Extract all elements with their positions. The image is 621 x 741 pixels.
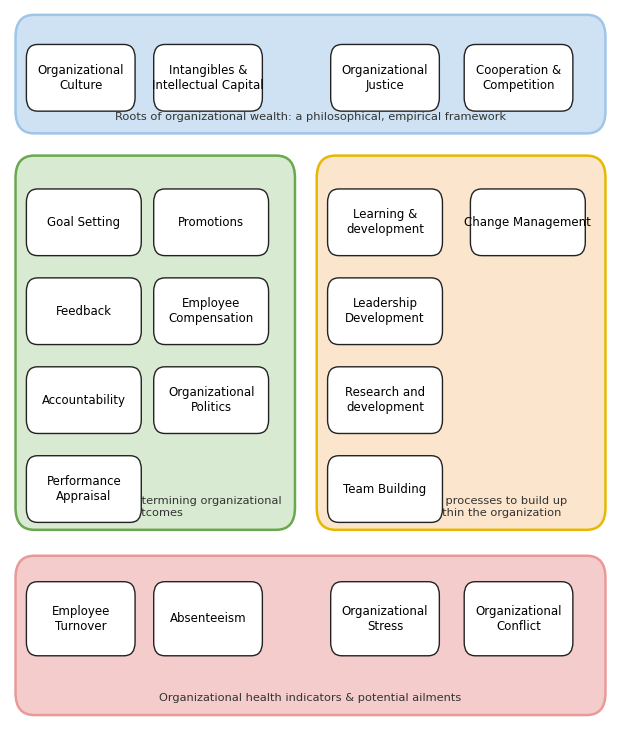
FancyBboxPatch shape xyxy=(154,189,268,256)
Text: Developmental processes to build up
momentum within the organization: Developmental processes to build up mome… xyxy=(355,496,567,518)
FancyBboxPatch shape xyxy=(154,44,262,111)
Text: Change Management: Change Management xyxy=(465,216,591,229)
FancyBboxPatch shape xyxy=(27,456,142,522)
FancyBboxPatch shape xyxy=(154,278,268,345)
Text: Intangibles &
Intellectual Capital: Intangibles & Intellectual Capital xyxy=(152,64,264,92)
Text: Organizational
Justice: Organizational Justice xyxy=(342,64,428,92)
Text: Learning &
development: Learning & development xyxy=(346,208,424,236)
FancyBboxPatch shape xyxy=(16,15,605,133)
FancyBboxPatch shape xyxy=(154,582,262,656)
FancyBboxPatch shape xyxy=(464,582,573,656)
FancyBboxPatch shape xyxy=(328,367,442,433)
FancyBboxPatch shape xyxy=(464,44,573,111)
Text: Roots of organizational wealth: a philosophical, empirical framework: Roots of organizational wealth: a philos… xyxy=(115,112,506,122)
FancyBboxPatch shape xyxy=(328,189,442,256)
FancyBboxPatch shape xyxy=(16,156,295,530)
Text: Organizational health indicators & potential ailments: Organizational health indicators & poten… xyxy=(160,694,461,703)
Text: Organizational
Politics: Organizational Politics xyxy=(168,386,255,414)
FancyBboxPatch shape xyxy=(27,278,142,345)
Text: Goal Setting: Goal Setting xyxy=(47,216,120,229)
FancyBboxPatch shape xyxy=(330,582,440,656)
FancyBboxPatch shape xyxy=(317,156,605,530)
FancyBboxPatch shape xyxy=(27,367,142,433)
Text: Promotions: Promotions xyxy=(178,216,244,229)
Text: Feedback: Feedback xyxy=(56,305,112,318)
FancyBboxPatch shape xyxy=(27,189,142,256)
FancyBboxPatch shape xyxy=(27,44,135,111)
FancyBboxPatch shape xyxy=(27,582,135,656)
Text: Performance
Appraisal: Performance Appraisal xyxy=(47,475,121,503)
Text: Employee
Compensation: Employee Compensation xyxy=(168,297,254,325)
Text: Leadership
Development: Leadership Development xyxy=(345,297,425,325)
FancyBboxPatch shape xyxy=(154,367,268,433)
Text: Accountability: Accountability xyxy=(42,393,126,407)
FancyBboxPatch shape xyxy=(328,278,442,345)
Text: Cooperation &
Competition: Cooperation & Competition xyxy=(476,64,561,92)
Text: Organizational
Stress: Organizational Stress xyxy=(342,605,428,633)
FancyBboxPatch shape xyxy=(328,456,442,522)
FancyBboxPatch shape xyxy=(330,44,440,111)
Text: Absenteeism: Absenteeism xyxy=(170,612,247,625)
Text: Organizational
Conflict: Organizational Conflict xyxy=(475,605,562,633)
Text: Employee
Turnover: Employee Turnover xyxy=(52,605,110,633)
Text: Organizational
Culture: Organizational Culture xyxy=(37,64,124,92)
Text: Research and
development: Research and development xyxy=(345,386,425,414)
FancyBboxPatch shape xyxy=(471,189,585,256)
FancyBboxPatch shape xyxy=(16,556,605,715)
Text: Key mechanisms determining organizational
outcomes: Key mechanisms determining organizationa… xyxy=(29,496,282,518)
Text: Team Building: Team Building xyxy=(343,482,427,496)
